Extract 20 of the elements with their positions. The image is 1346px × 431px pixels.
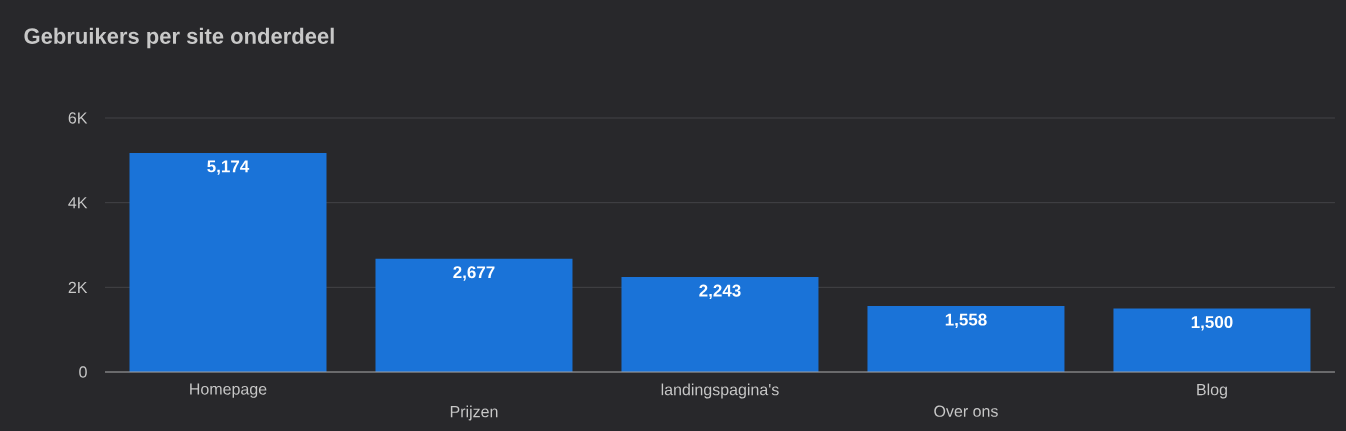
bar: [867, 306, 1065, 372]
y-tick-label: 4K: [68, 197, 88, 209]
y-tick-label: 2K: [68, 281, 88, 293]
x-tick-label: Prijzen: [450, 405, 498, 421]
chart-title: Gebruikers per site onderdeel: [24, 27, 334, 49]
data-label: 2,243: [699, 284, 741, 300]
bar: [129, 152, 327, 372]
data-label: 5,174: [207, 160, 250, 175]
y-tick-label: 6K: [68, 112, 88, 124]
data-label: 2,677: [453, 266, 495, 281]
bar: [375, 258, 573, 372]
x-tick-label: Blog: [1197, 383, 1227, 399]
x-tick-label: Over ons: [934, 405, 998, 417]
y-tick-label: 0: [79, 366, 87, 378]
x-tick-label: Homepage: [190, 383, 267, 398]
bar: [1113, 308, 1311, 372]
data-label: 1,558: [945, 313, 987, 329]
data-label: 1,500: [1191, 316, 1233, 331]
x-tick-label: landingspagina's: [661, 383, 779, 399]
bar: [621, 277, 819, 372]
